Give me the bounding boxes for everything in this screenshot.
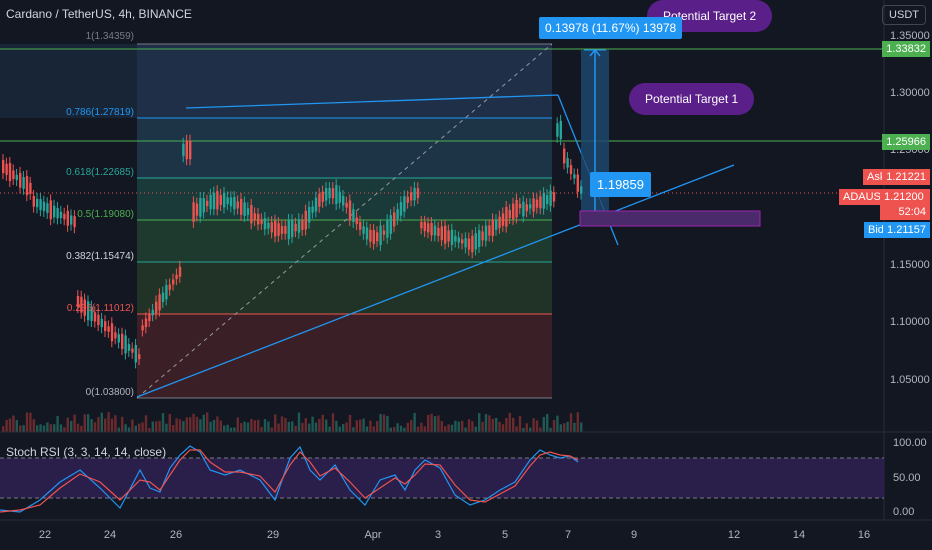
- left-zone: [0, 44, 137, 118]
- target-zone[interactable]: [579, 210, 761, 227]
- price-axis-label: 1.30000: [890, 87, 930, 99]
- ask-price: 1.21221: [882, 169, 930, 185]
- time-axis-label: 3: [435, 529, 441, 541]
- rsi-title[interactable]: Stoch RSI (3, 3, 14, 14, close): [6, 445, 167, 459]
- price-axis-label: 1.10000: [890, 316, 930, 328]
- rsi-d-line: [0, 449, 579, 513]
- fib-zone-1: [137, 44, 552, 118]
- time-axis-label: 7: [565, 529, 571, 541]
- fib-label: 0(1.03800): [86, 387, 134, 398]
- support-trendline[interactable]: [136, 164, 735, 398]
- currency-button[interactable]: USDT: [882, 5, 926, 25]
- time-axis-label: 14: [793, 529, 805, 541]
- fib-label: 0.5(1.19080): [77, 209, 134, 220]
- time-axis-label: 29: [267, 529, 279, 541]
- volume-group: [2, 412, 583, 432]
- time-axis-label: 26: [170, 529, 182, 541]
- price-tag-mid: 1.25966: [882, 134, 930, 150]
- rsi-band: [0, 458, 884, 498]
- fib-label: 1(1.34359): [86, 31, 134, 42]
- bid-price: 1.21157: [883, 222, 930, 238]
- target1-bubble[interactable]: Potential Target 1: [629, 83, 755, 115]
- price-axis-label: 1.05000: [890, 374, 930, 386]
- measure-label[interactable]: 0.13978 (11.67%) 13978: [539, 17, 683, 39]
- fib-trend-line[interactable]: [136, 43, 553, 399]
- fib-labels: 1(1.34359) 0.786(1.27819) 0.618(1.22685) 0.…: [66, 31, 134, 398]
- price-axis-label: 1.35000: [890, 30, 930, 42]
- time-axis-label: Apr: [364, 529, 381, 541]
- rsi-level-50: 50.00: [893, 472, 921, 484]
- price-callout[interactable]: 1.19859: [590, 172, 651, 197]
- time-axis-label: 12: [728, 529, 740, 541]
- chart-title[interactable]: Cardano / TetherUS, 4h, BINANCE: [6, 7, 192, 21]
- fib-label: 0.236(1.11012): [67, 303, 134, 314]
- fib-label: 0.382(1.15474): [66, 251, 134, 262]
- last-price: 1.21200: [880, 189, 930, 205]
- price-axis-label: 1.15000: [890, 259, 930, 271]
- time-axis-label: 24: [104, 529, 116, 541]
- candles-group: [2, 114, 583, 369]
- fib-label: 0.786(1.27819): [66, 107, 134, 118]
- time-axis-label: 9: [631, 529, 637, 541]
- time-axis[interactable]: 22 24 26 29 Apr 3 5 7 9 12 14 16: [39, 529, 870, 541]
- fib-zone-0618: [137, 178, 552, 220]
- fib-zone-0382: [137, 262, 552, 314]
- time-axis-label: 22: [39, 529, 51, 541]
- fib-zone-0236: [137, 314, 552, 398]
- fib-label: 0.618(1.22685): [66, 167, 134, 178]
- price-tag-top: 1.33832: [882, 41, 930, 57]
- bid-label: Bid: [864, 222, 888, 238]
- rsi-k-line: [0, 445, 579, 513]
- rsi-level-0: 0.00: [893, 506, 914, 518]
- upper-trendline[interactable]: [185, 94, 559, 109]
- fib-zone-0786: [137, 118, 552, 178]
- countdown: 52:04: [880, 204, 930, 220]
- time-axis-label: 5: [502, 529, 508, 541]
- time-axis-label: 16: [858, 529, 870, 541]
- rsi-level-100: 100.00: [893, 437, 927, 449]
